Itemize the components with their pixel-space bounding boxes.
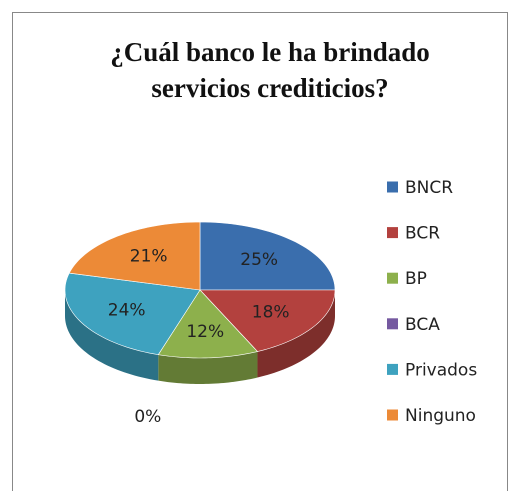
slice bbox=[157, 289, 259, 359]
legend-swatch bbox=[387, 363, 398, 375]
data-label: 18% bbox=[252, 303, 290, 323]
slice-side bbox=[158, 351, 258, 384]
chart-title: ¿Cuál banco le ha brindado servicios cre… bbox=[110, 37, 430, 103]
legend-label: BCR bbox=[405, 224, 440, 244]
slice bbox=[199, 221, 336, 291]
data-label: 12% bbox=[186, 322, 224, 342]
legend-label: BCA bbox=[405, 315, 440, 335]
legend-swatch bbox=[387, 227, 398, 239]
legend-label: BNCR bbox=[405, 178, 453, 198]
legend-swatch bbox=[387, 409, 398, 421]
slice-side bbox=[65, 290, 159, 381]
slice-side bbox=[257, 290, 335, 378]
data-label: 0% bbox=[134, 407, 161, 427]
legend-swatch bbox=[387, 318, 398, 330]
legend-label: Privados bbox=[405, 360, 477, 380]
legend-swatch bbox=[387, 181, 398, 193]
legend-label: Ninguno bbox=[405, 406, 476, 426]
legend-swatch bbox=[387, 272, 398, 284]
legend-label: BP bbox=[405, 269, 427, 289]
data-label: 21% bbox=[130, 247, 168, 267]
slice bbox=[64, 272, 201, 356]
slice bbox=[68, 221, 201, 291]
data-label: 25% bbox=[240, 250, 278, 270]
data-label: 24% bbox=[108, 300, 146, 320]
slice bbox=[199, 289, 336, 352]
